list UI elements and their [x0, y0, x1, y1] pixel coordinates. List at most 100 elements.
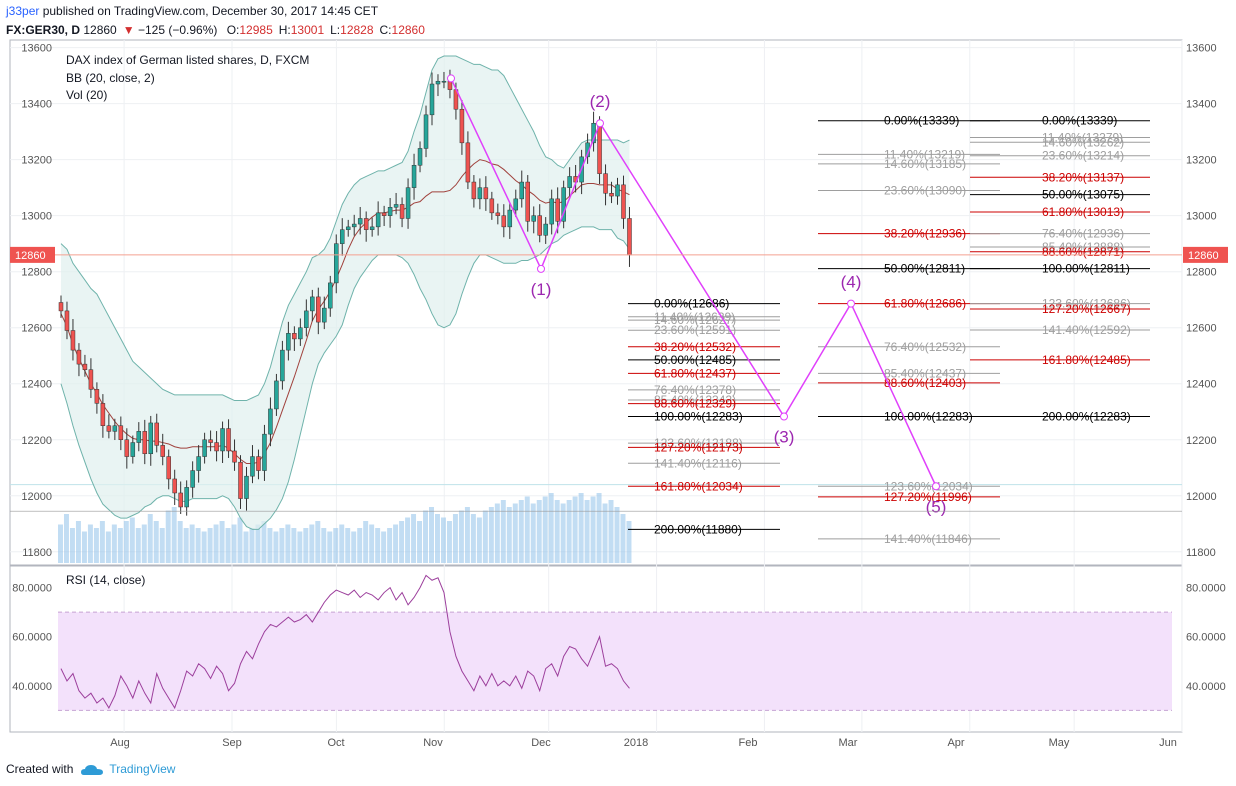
y-tick-right: 13600: [1186, 43, 1217, 55]
fib-level-label: 76.40%(12532): [884, 340, 966, 354]
candle-body: [232, 450, 237, 463]
author-link[interactable]: j33per: [6, 4, 40, 18]
y-tick-left: 12000: [21, 491, 52, 503]
fib-level-label: 88.60%(12329): [654, 397, 736, 411]
candle-body: [495, 212, 501, 216]
volume-bar: [315, 521, 321, 563]
candle-body: [381, 212, 387, 216]
rsi-legend[interactable]: RSI (14, close): [66, 573, 145, 587]
volume-bar: [255, 524, 261, 563]
bb-upper-line: [60, 55, 630, 402]
fib-level-label: 38.20%(13137): [1042, 170, 1124, 184]
candle-body: [537, 215, 542, 236]
x-tick-label: Aug: [110, 737, 130, 749]
x-tick-label: 2018: [624, 737, 648, 749]
volume-bar: [297, 531, 303, 563]
volume-bar: [399, 521, 405, 563]
rsi-band: [58, 612, 1172, 711]
y-tick-right: 13000: [1186, 211, 1217, 223]
volume-bar: [141, 524, 147, 563]
volume-bar: [327, 531, 333, 563]
candle-body: [130, 442, 136, 457]
candle-body: [328, 282, 333, 309]
candle-body: [483, 187, 489, 200]
fib-level-label: 61.80%(13013): [1042, 205, 1124, 219]
volume-bar: [626, 521, 632, 563]
volume-bar: [213, 524, 219, 563]
volume-bar: [171, 507, 177, 563]
candle-body: [447, 80, 453, 90]
volume-bar: [572, 496, 578, 563]
created-with-text: Created with: [6, 762, 74, 776]
candle-body: [561, 187, 566, 222]
candle-body: [627, 218, 632, 256]
fib-level-label: 200.00%(11880): [654, 522, 742, 536]
volume-bar: [554, 500, 560, 563]
fib-level-label: 85.40%(12888): [1042, 240, 1124, 254]
fib-level-label: 85.40%(12437): [884, 366, 966, 380]
candle-body: [555, 198, 560, 222]
wave-label: (4): [841, 273, 862, 292]
candle-body: [615, 184, 620, 197]
candle-body: [334, 243, 339, 284]
fib-level-label: 14.60%(13262): [1042, 135, 1124, 149]
candle-body: [142, 431, 148, 455]
volume-bar: [476, 517, 482, 563]
candle-body: [393, 204, 399, 208]
candle-body: [226, 428, 231, 452]
x-tick-label: Mar: [839, 737, 858, 749]
y-tick-left: 13600: [21, 43, 52, 55]
y-tick-left: 12800: [21, 267, 52, 279]
volume-bar: [387, 528, 393, 563]
candle-body: [357, 218, 363, 225]
volume-bar: [87, 524, 93, 563]
candles: [58, 69, 632, 516]
candle-body: [196, 456, 201, 471]
candle-body: [501, 215, 507, 228]
volume-bar: [285, 524, 291, 563]
fib-level-label: 200.00%(12283): [1042, 410, 1131, 424]
volume-bar: [207, 528, 213, 563]
candle-body: [136, 431, 142, 443]
volume-bar: [369, 524, 375, 563]
fib-level-label: 0.00%(13339): [884, 114, 959, 128]
vol-legend[interactable]: Vol (20): [66, 88, 107, 102]
bb-legend[interactable]: BB (20, close, 2): [66, 71, 155, 85]
publish-line: j33per published on TradingView.com, Dec…: [6, 3, 378, 19]
candle-body: [184, 487, 189, 508]
candle-body: [375, 212, 381, 228]
candle-body: [94, 389, 100, 404]
volume-bar: [578, 493, 584, 563]
fib-level-label: 14.60%(13185): [884, 157, 966, 171]
fib-level-label: 14.60%(12627): [654, 313, 736, 327]
rsi-tick-right: 60.0000: [1186, 632, 1226, 644]
fib-level-label: 127.20%(11996): [884, 490, 972, 504]
candle-body: [465, 142, 471, 183]
candle-body: [609, 193, 614, 197]
fib-level-label: 100.00%(12811): [1042, 262, 1130, 276]
volume-bar: [602, 503, 608, 563]
candle-body: [256, 456, 261, 471]
volume-bar: [411, 514, 417, 563]
axes: 13600 13600 13400 13400 13200 13200 13000 13000…: [10, 43, 1228, 749]
rsi-line: [60, 574, 630, 710]
candle-body: [310, 296, 315, 312]
candle-body: [441, 80, 447, 83]
candle-body: [82, 363, 88, 370]
y-tick-right: 12800: [1186, 267, 1217, 279]
candle-body: [531, 215, 536, 222]
candle-body: [178, 492, 183, 508]
candle-body: [298, 327, 303, 340]
candle-body: [322, 307, 327, 323]
rsi-tick-left: 80.0000: [12, 583, 52, 595]
wave-pivot: [447, 74, 455, 83]
y-tick-right: 12400: [1186, 379, 1217, 391]
wave-label: (2): [590, 92, 611, 111]
candle-body: [435, 80, 441, 85]
tradingview-link[interactable]: TradingView: [109, 762, 176, 776]
volume-bar: [129, 517, 135, 563]
fib-level-label: 76.40%(12936): [1042, 227, 1124, 241]
candle-body: [603, 173, 608, 194]
bb-fill: [60, 56, 630, 530]
